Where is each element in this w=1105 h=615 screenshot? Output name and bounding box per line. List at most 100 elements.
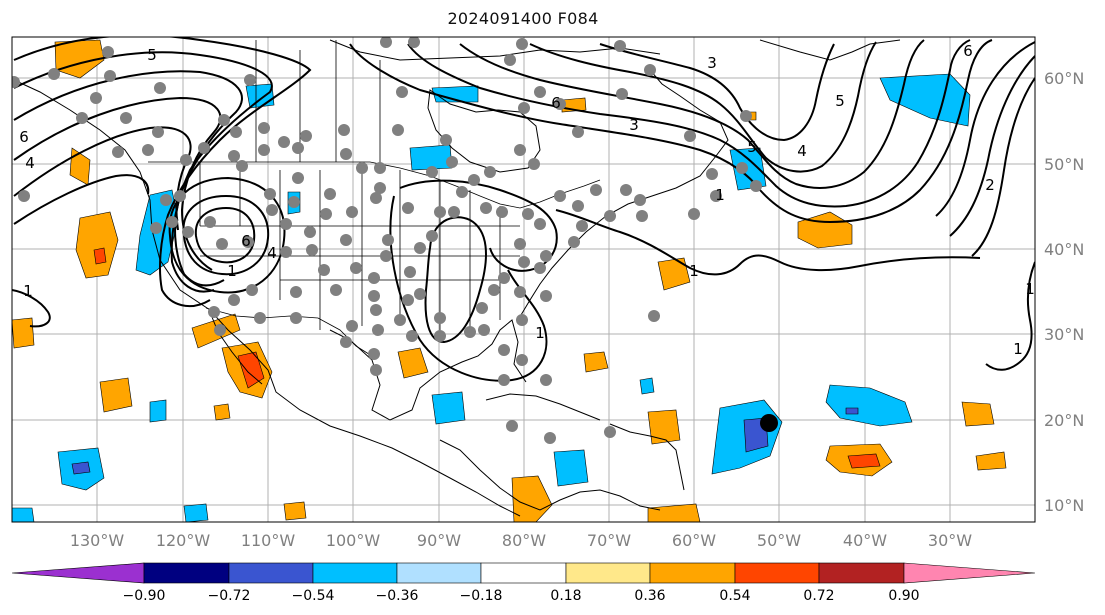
- station-dot: [540, 250, 552, 262]
- contour-line: [935, 41, 1035, 217]
- longitude-axis: 130°W 120°W 110°W 100°W 90°W 80°W 70°W 6…: [70, 531, 972, 550]
- contour-label: 6: [241, 232, 251, 250]
- station-dot: [338, 124, 350, 136]
- colorbar-tick-label: −0.90: [123, 588, 166, 604]
- contour-label: 1: [535, 324, 545, 342]
- station-dot: [288, 196, 300, 208]
- station-dot: [540, 290, 552, 302]
- station-dot: [292, 142, 304, 154]
- graticule: [12, 37, 1035, 522]
- canada-province-lines: [255, 40, 381, 164]
- station-dot: [484, 166, 496, 178]
- contour-label: 6: [19, 128, 29, 146]
- station-dot: [616, 88, 628, 100]
- station-dot: [396, 86, 408, 98]
- shade-orange: [583, 351, 609, 373]
- coastline-east-north-america: [517, 69, 729, 321]
- station-dot: [534, 86, 546, 98]
- station-dot: [568, 236, 580, 248]
- station-dot: [208, 306, 220, 318]
- station-dot: [614, 40, 626, 52]
- station-dot: [576, 220, 588, 232]
- colorbar-tick-label: −0.72: [208, 588, 251, 604]
- shade-cyan: [825, 384, 913, 427]
- station-dot: [120, 112, 132, 124]
- station-dot: [216, 238, 228, 250]
- shade-orange: [283, 501, 307, 521]
- contour-label: 3: [629, 116, 639, 134]
- contour-line: [407, 39, 971, 208]
- shade-cyan: [431, 85, 479, 103]
- shade-red: [237, 351, 265, 389]
- station-dot: [448, 206, 460, 218]
- station-dot: [402, 294, 414, 306]
- us-mexico-border: [205, 307, 373, 357]
- political-borders: [148, 40, 601, 357]
- station-dot: [264, 188, 276, 200]
- station-dot: [534, 262, 546, 274]
- station-dot: [346, 320, 358, 332]
- station-dot: [426, 166, 438, 178]
- shade-blue: [71, 461, 91, 475]
- lat-label: 20°N: [1044, 411, 1084, 430]
- colorbar-swatches: [11, 562, 1036, 584]
- lon-label: 70°W: [587, 531, 631, 550]
- station-dot: [48, 68, 60, 80]
- lat-label: 50°N: [1044, 155, 1084, 174]
- station-dot: [12, 76, 20, 88]
- shade-cyan: [553, 449, 589, 487]
- station-dot: [488, 284, 500, 296]
- lat-label: 10°N: [1044, 496, 1084, 515]
- lon-label: 30°W: [928, 531, 972, 550]
- station-dot: [414, 288, 426, 300]
- coastline-arctic: [329, 39, 661, 61]
- station-dot: [112, 146, 124, 158]
- station-dot: [244, 74, 256, 86]
- station-dot: [406, 330, 418, 342]
- contour-line: [599, 43, 835, 142]
- station-dot: [300, 130, 312, 142]
- station-dot: [394, 314, 406, 326]
- contour-label: 1: [689, 262, 699, 280]
- colorbar-swatch: [734, 562, 820, 584]
- colorbar-swatch: [228, 562, 314, 584]
- coastline-baja: [209, 311, 263, 385]
- station-dot: [554, 190, 566, 202]
- station-dot: [382, 234, 394, 246]
- contour-line: [168, 176, 286, 294]
- station-dot: [468, 174, 480, 186]
- contour-line: [399, 179, 558, 272]
- contour-line: [13, 126, 192, 231]
- shade-cyan: [12, 507, 35, 522]
- station-dot: [634, 194, 646, 206]
- station-dot: [736, 162, 748, 174]
- station-dot: [434, 206, 446, 218]
- shade-orange: [213, 403, 231, 421]
- contour-label: 3: [707, 54, 717, 72]
- station-dot: [648, 310, 660, 322]
- colorbar-tick-label: −0.54: [292, 588, 335, 604]
- station-dot: [710, 190, 722, 202]
- station-dot: [228, 150, 240, 162]
- station-dot: [374, 162, 386, 174]
- station-dot: [706, 168, 718, 180]
- colorbar-swatch: [143, 562, 230, 584]
- map-frame: [11, 36, 1036, 523]
- station-dot: [236, 160, 248, 172]
- station-dot: [370, 364, 382, 376]
- station-dot: [346, 206, 358, 218]
- station-dot: [102, 46, 114, 58]
- contour-label: 2: [985, 176, 995, 194]
- station-dot: [258, 144, 270, 156]
- station-dot: [160, 194, 172, 206]
- station-dot: [290, 286, 302, 298]
- shade-cyan: [729, 147, 767, 191]
- station-dot: [340, 148, 352, 160]
- station-dot: [516, 354, 528, 366]
- station-dot: [590, 184, 602, 196]
- coastline-west-north-america: [13, 79, 521, 517]
- station-dot: [644, 64, 656, 76]
- contour-line: [13, 37, 312, 308]
- station-dot: [356, 162, 368, 174]
